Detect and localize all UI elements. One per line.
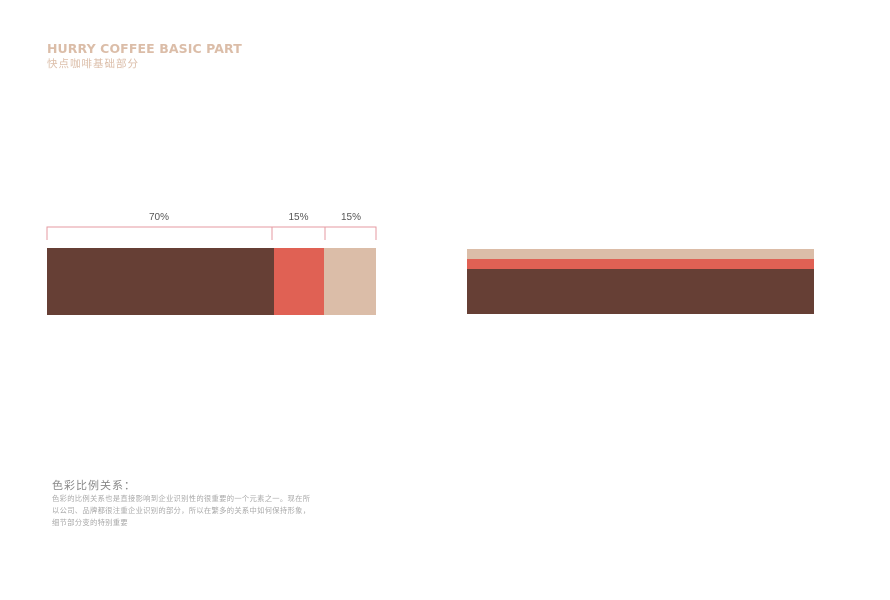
note-line: 细节部分变的特别重要 [52, 518, 128, 527]
beige-segment [324, 248, 376, 315]
page-title: HURRY COFFEE BASIC PART [47, 41, 242, 56]
page-subtitle: 快点咖啡基础部分 [47, 58, 139, 70]
label-red-percent: 15% [288, 212, 309, 223]
stacked-red-layer [467, 259, 814, 269]
note-line: 色彩的比例关系也是直接影响到企业识别性的很重要的一个元素之一。现在所 [52, 494, 311, 503]
proportion-bracket [46, 226, 377, 240]
stacked-beige-layer [467, 249, 814, 259]
brown-segment [47, 248, 274, 315]
stacked-brown-layer [467, 269, 814, 314]
label-brown-percent: 70% [148, 212, 169, 223]
note-title: 色彩比例关系： [52, 479, 136, 492]
note-line: 以公司、品牌都很注重企业识别的部分，所以在繁多的关系中如何保持形象， [52, 506, 311, 515]
label-beige-percent: 15% [340, 212, 361, 223]
red-segment [274, 248, 324, 315]
